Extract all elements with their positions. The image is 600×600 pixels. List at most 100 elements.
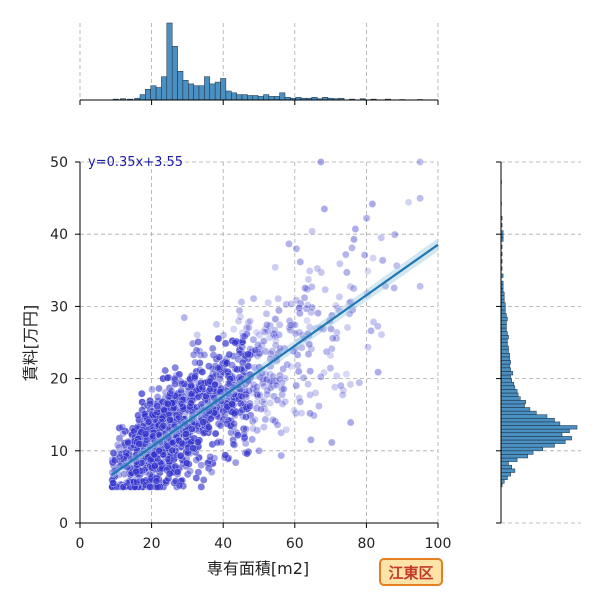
scatter-point	[178, 439, 187, 448]
scatter-point	[301, 284, 310, 292]
scatter-point	[304, 380, 312, 389]
scatter-point	[121, 427, 130, 436]
scatter-point	[235, 349, 244, 358]
scatter-point	[206, 414, 215, 423]
scatter-point	[263, 409, 272, 417]
histogram-x-bar	[220, 78, 227, 101]
scatter-point	[362, 214, 371, 223]
scatter-point	[295, 309, 304, 318]
scatter-point	[332, 372, 341, 380]
marginal-x-histogram	[79, 22, 439, 105]
histogram-y-bar	[500, 432, 563, 437]
histogram-x-bar	[263, 94, 270, 101]
histogram-y-bar	[500, 306, 506, 311]
scatter-point	[123, 437, 132, 446]
scatter-point	[245, 387, 253, 395]
axes	[75, 161, 439, 528]
scatter-point	[214, 334, 223, 343]
scatter-point	[416, 194, 424, 203]
scatter-point	[346, 418, 355, 427]
scatter-point	[229, 440, 238, 448]
scatter-point	[272, 381, 281, 390]
scatter-point	[238, 358, 247, 367]
scatter-point	[304, 350, 313, 358]
scatter-point	[213, 363, 222, 372]
scatter-point	[296, 258, 305, 266]
scatter-point	[145, 417, 153, 426]
scatter-point	[182, 430, 190, 439]
y-tick-label: 20	[50, 372, 68, 388]
scatter-point	[299, 373, 308, 382]
scatter-point	[377, 233, 386, 242]
scatter-point	[165, 469, 174, 478]
scatter-point	[290, 406, 298, 415]
scatter-point	[115, 443, 123, 452]
regression-line	[111, 243, 439, 476]
scatter-point	[307, 308, 316, 317]
scatter-point	[321, 285, 330, 294]
scatter-point	[265, 333, 274, 342]
scatter-point	[183, 470, 192, 479]
scatter-point	[273, 396, 282, 404]
histogram-x-bar	[236, 94, 243, 101]
histogram-x-bar	[139, 94, 146, 101]
histogram-x-bar	[225, 90, 232, 101]
scatter-point	[118, 423, 127, 432]
scatter-point	[236, 312, 245, 321]
scatter-point	[196, 351, 205, 359]
scatter-point	[229, 325, 238, 334]
scatter-point	[369, 318, 378, 326]
scatter-point	[188, 425, 196, 433]
regression-equation: y=0.35x+3.55	[88, 155, 183, 170]
histogram-x-bar	[204, 76, 211, 101]
scatter-points	[108, 158, 424, 491]
histogram-x-bar	[257, 96, 264, 101]
scatter-point	[303, 316, 311, 325]
histogram-y-bar	[500, 363, 510, 369]
scatter-point	[275, 320, 284, 329]
scatter-point	[166, 389, 175, 398]
scatter-point	[275, 375, 284, 384]
scatter-point	[360, 251, 369, 259]
y-tick-label: 0	[59, 516, 68, 532]
scatter-point	[140, 410, 149, 418]
scatter-point	[348, 244, 356, 252]
scatter-point	[308, 303, 316, 312]
scatter-point	[377, 330, 386, 339]
scatter-point	[200, 351, 209, 359]
histogram-x-bar	[247, 95, 254, 101]
scatter-point	[237, 298, 246, 306]
scatter-point	[231, 458, 240, 467]
histogram-y-bar	[500, 385, 516, 390]
scatter-point	[122, 452, 131, 461]
scatter-point	[186, 467, 194, 475]
y-tick-label: 50	[50, 155, 68, 171]
histogram-y-bar	[500, 324, 507, 329]
scatter-point	[188, 390, 196, 398]
histogram-y-bar	[500, 360, 511, 365]
scatter-point	[278, 385, 286, 393]
histogram-y-bar	[500, 302, 506, 307]
scatter-point	[192, 425, 200, 434]
histogram-y-bar	[500, 450, 534, 455]
y-axis-label: 賃料[万円]	[21, 305, 40, 382]
histogram-y-bar	[500, 313, 507, 318]
scatter-point	[249, 294, 258, 303]
scatter-point	[213, 438, 221, 447]
marginal-y-histogram	[496, 161, 578, 524]
scatter-point	[271, 341, 280, 350]
histogram-y-bar	[500, 428, 570, 433]
scatter-point	[226, 375, 234, 383]
y-tick-label: 40	[50, 227, 68, 243]
scatter-point	[228, 400, 236, 408]
scatter-point	[197, 483, 206, 491]
scatter-point	[230, 338, 239, 347]
scatter-point	[285, 323, 294, 332]
histogram-y-bar	[500, 457, 518, 462]
scatter-point	[307, 435, 315, 444]
scatter-point	[351, 225, 360, 233]
histogram-y-bar	[500, 464, 512, 470]
scatter-point	[216, 388, 225, 396]
histogram-y-bar	[500, 446, 543, 452]
histogram-y-bar	[500, 371, 514, 376]
